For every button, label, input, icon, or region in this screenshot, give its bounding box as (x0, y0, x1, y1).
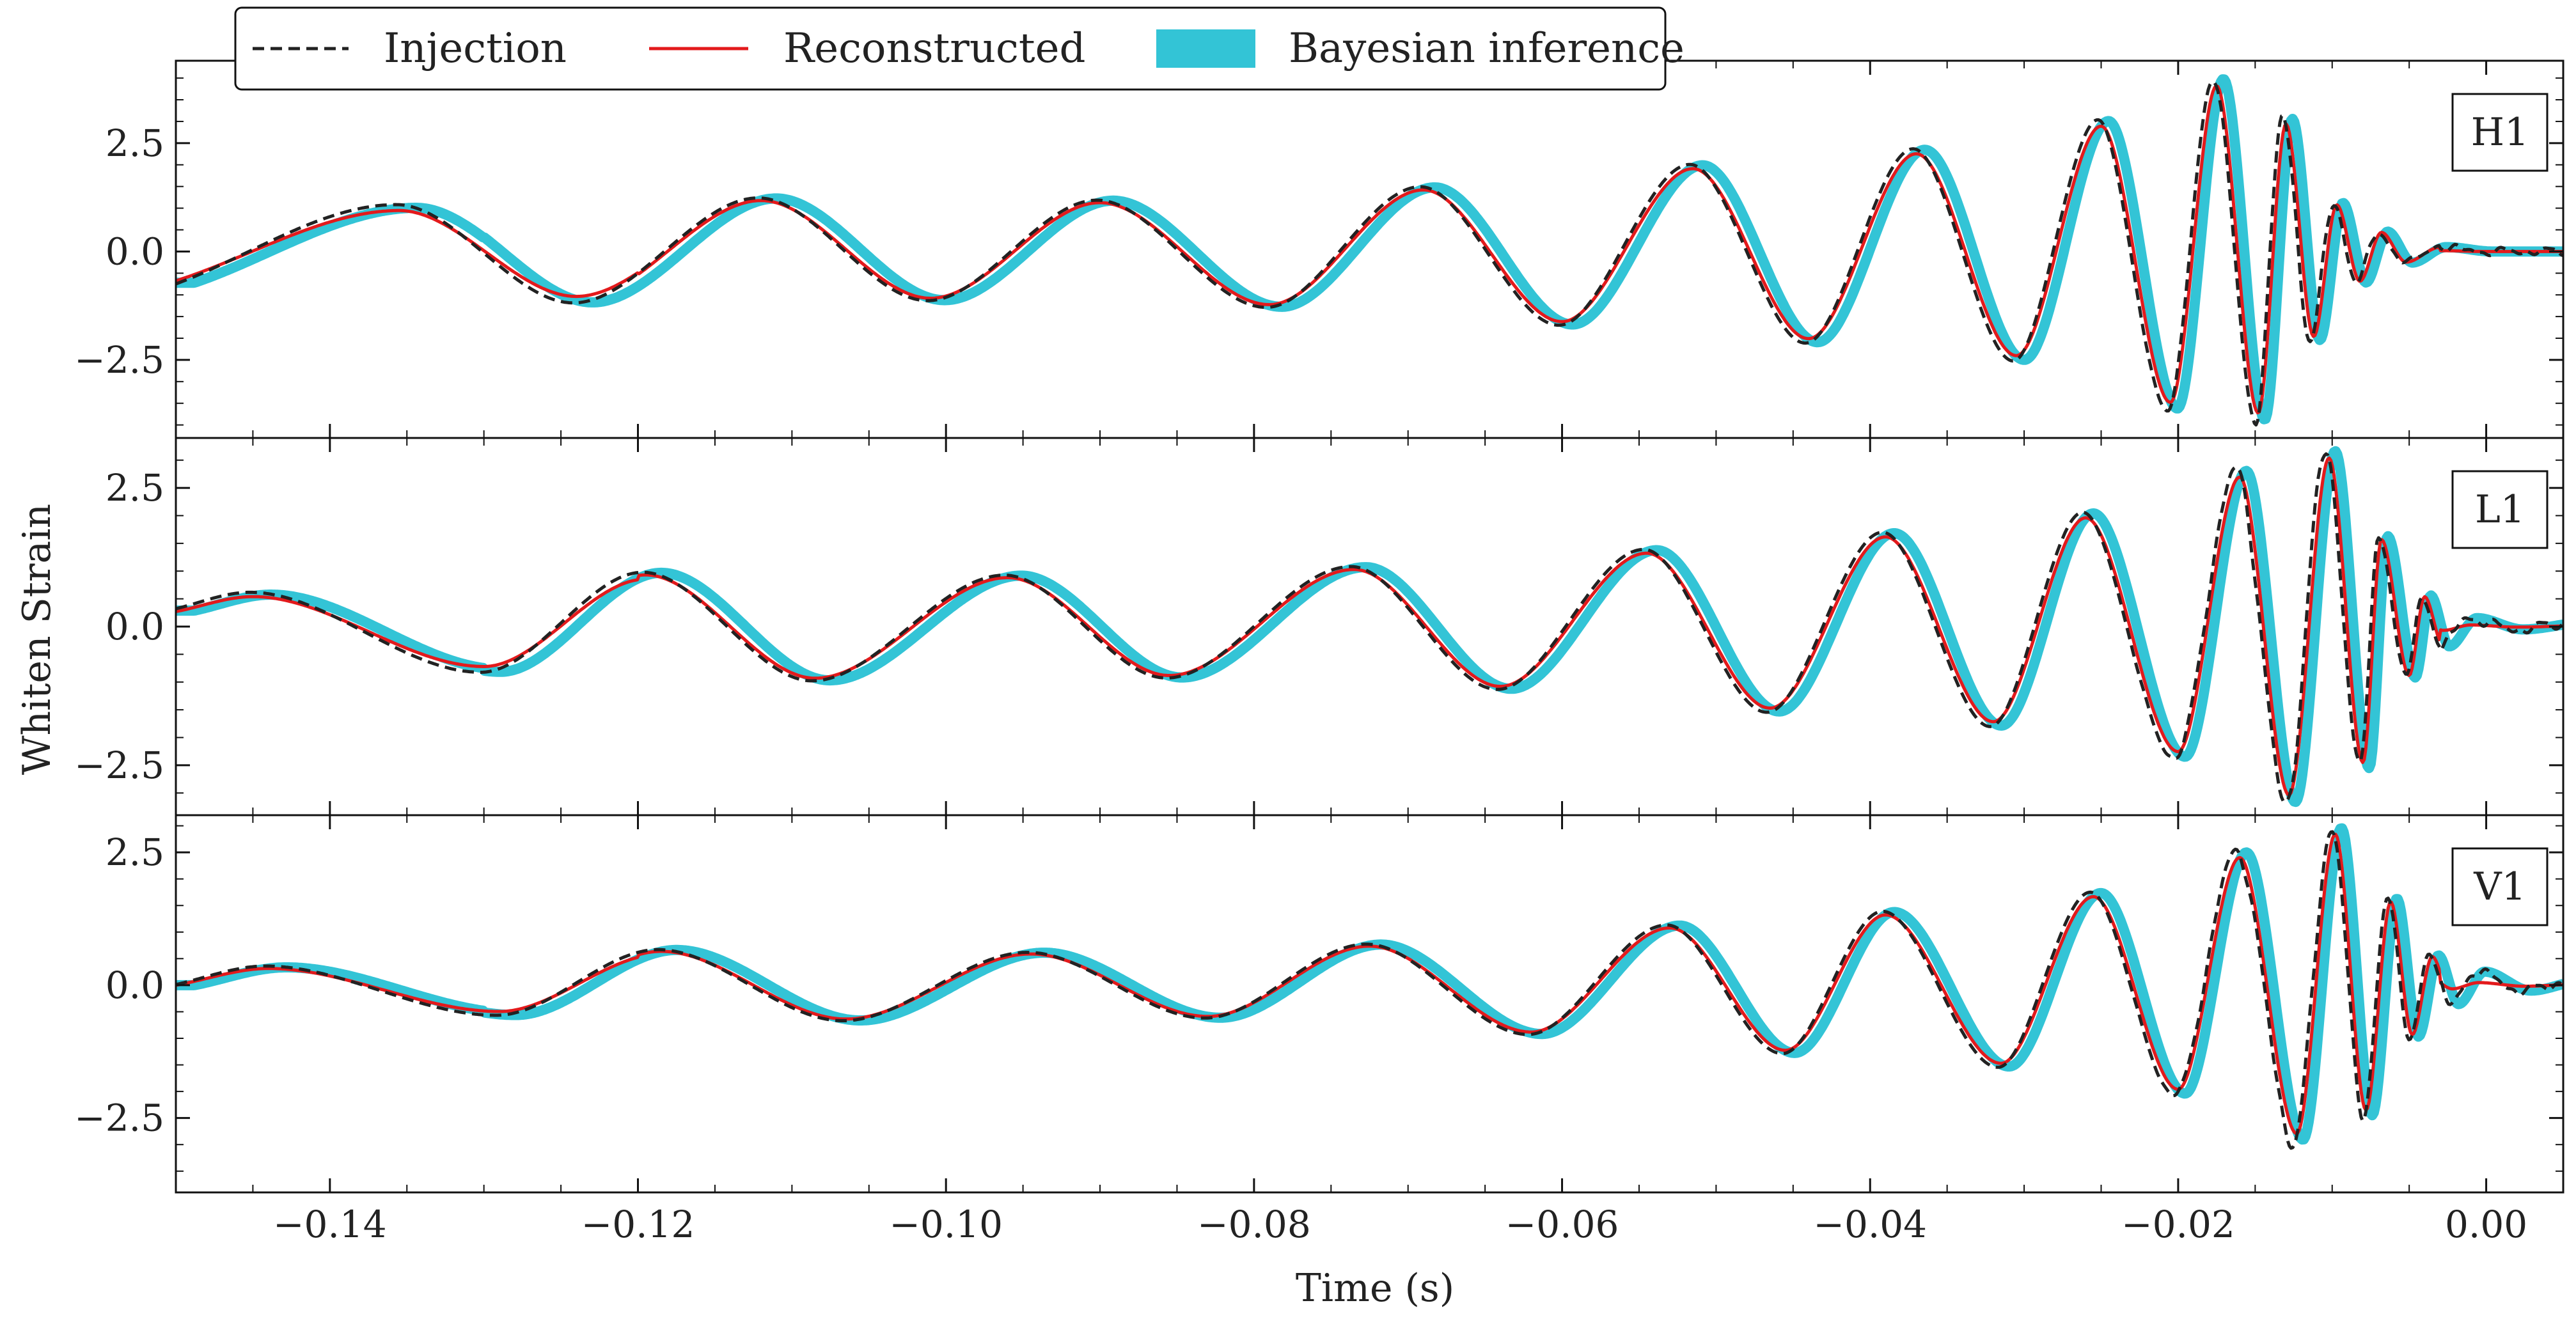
y-tick-label-v1: −2.5 (74, 1097, 164, 1140)
y-tick-label-l1: 2.5 (106, 466, 164, 510)
y-tick-label-h1: −2.5 (74, 338, 164, 382)
bayesian-band-l1 (176, 446, 2563, 808)
y-tick-label-l1: −2.5 (74, 744, 164, 787)
legend-label-injection: Injection (384, 25, 567, 72)
x-tick-label: −0.12 (581, 1203, 695, 1246)
x-tick-label: −0.06 (1505, 1203, 1619, 1246)
legend-label-bayesian: Bayesian inference (1289, 25, 1685, 72)
x-tick-label: −0.14 (273, 1203, 387, 1246)
x-axis-label: Time (s) (1296, 1266, 1454, 1311)
y-tick-label-h1: 0.0 (106, 230, 164, 273)
y-tick-label-v1: 0.0 (106, 964, 164, 1007)
injection-line-h1 (176, 80, 2563, 427)
x-tick-label: −0.10 (889, 1203, 1003, 1246)
panel-l1: L1 (175, 437, 2564, 816)
y-tick-label-h1: 2.5 (106, 121, 164, 165)
x-tick-label: −0.08 (1197, 1203, 1311, 1246)
axes-layer: −2.5 0.0 2.5 −2.5 0.0 2.5 −2.5 0.0 2.5 −0.14 −0.12… (74, 61, 2563, 1246)
x-tick-label: −0.02 (2121, 1203, 2235, 1246)
legend-box (234, 6, 1667, 91)
svg-text:H1: H1 (2471, 110, 2529, 155)
injection-line-l1 (176, 452, 2563, 804)
svg-text:V1: V1 (2473, 864, 2526, 909)
detector-label-h1: H1 (2451, 93, 2549, 172)
legend: Injection Reconstructed Bayesian inference (234, 6, 1685, 91)
y-tick-label-l1: 0.0 (106, 605, 164, 648)
y-tick-label-v1: 2.5 (106, 831, 164, 874)
panel-frame-v1 (175, 814, 2564, 1194)
x-tick-label: 0.00 (2445, 1203, 2527, 1246)
bayesian-band-h1 (176, 74, 2563, 425)
legend-label-reconstructed: Reconstructed (783, 25, 1085, 72)
panel-h1: H1 (175, 59, 2564, 439)
svg-text:L1: L1 (2475, 487, 2525, 532)
y-axis-label: Whiten Strain (15, 504, 59, 775)
panel-v1: V1 (175, 814, 2564, 1194)
panels-layer: H1 L1 V1 (175, 59, 2564, 1194)
legend-swatch-bayesian (1156, 29, 1255, 68)
reconstructed-line-h1 (176, 84, 2563, 415)
x-tick-label: −0.04 (1813, 1203, 1927, 1246)
injection-line-v1 (176, 830, 2563, 1150)
detector-label-v1: V1 (2451, 847, 2549, 926)
detector-label-l1: L1 (2451, 470, 2549, 549)
